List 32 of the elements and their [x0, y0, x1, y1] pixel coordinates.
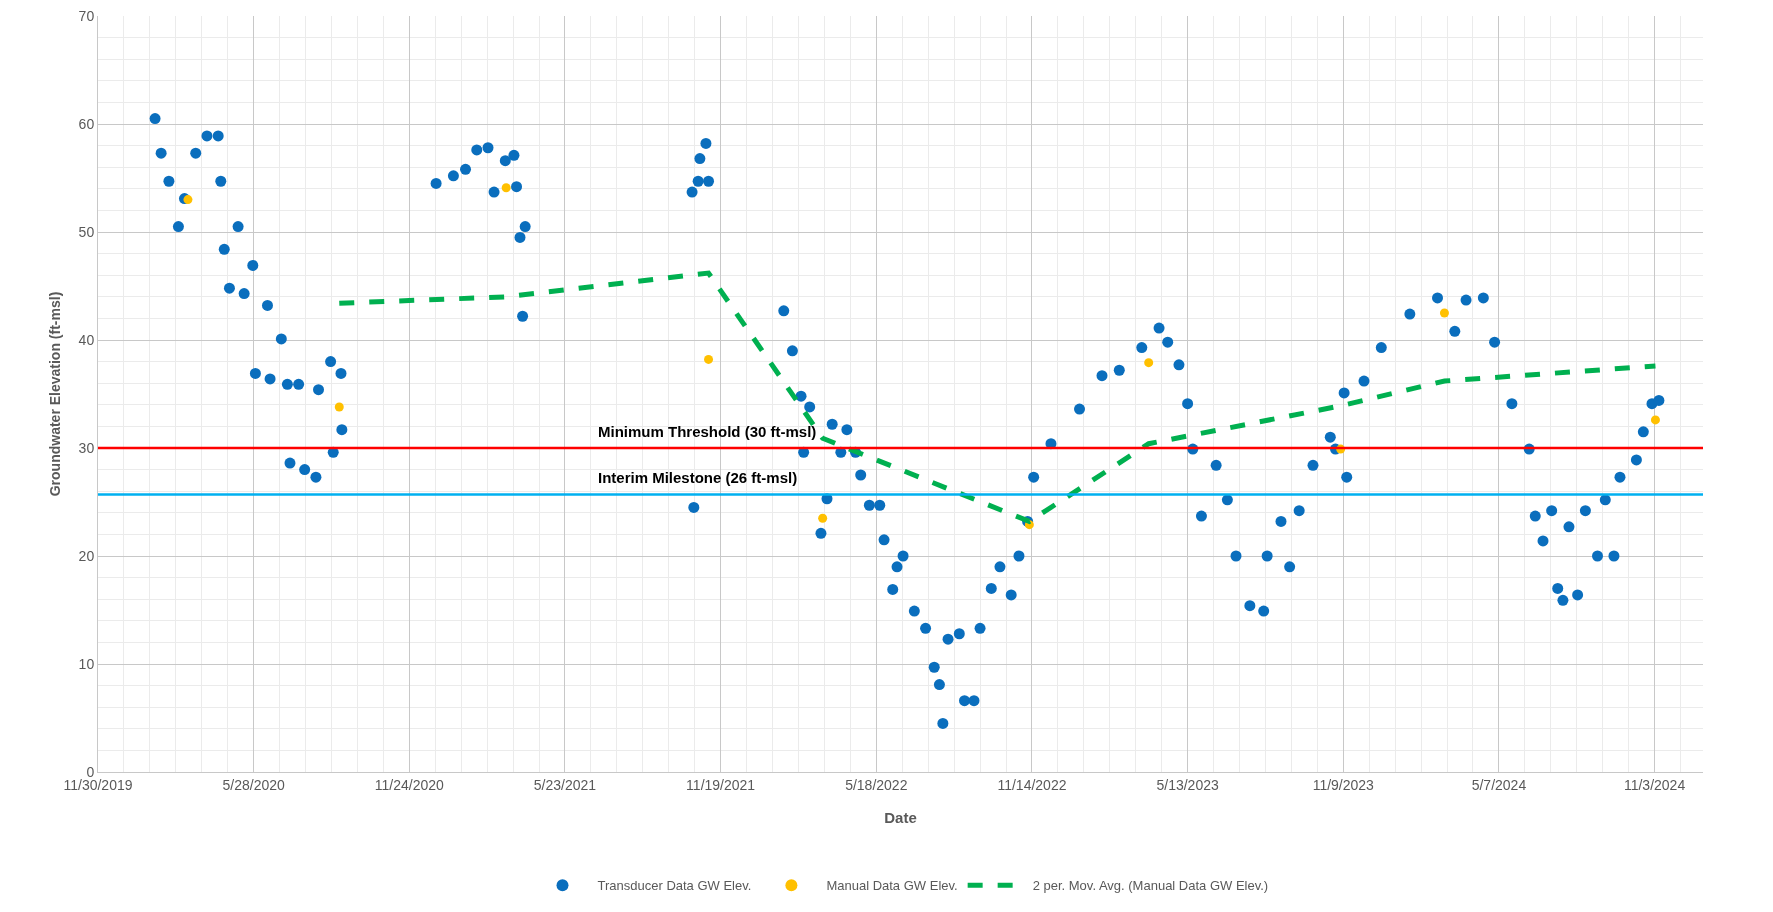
x-tick-label: 11/9/2023	[1312, 776, 1375, 793]
legend-label: Transducer Data GW Elev.	[597, 878, 752, 894]
point	[1144, 358, 1154, 368]
y-tick-label: 20	[78, 547, 95, 564]
y-tick-label: 60	[78, 115, 95, 132]
x-tick-label: 5/13/2023	[1156, 776, 1219, 793]
point	[1439, 308, 1449, 318]
point	[818, 513, 828, 523]
point	[334, 402, 344, 412]
x-tick-label: 11/14/2022	[997, 776, 1067, 793]
legend-label: Manual Data GW Elev.	[826, 878, 958, 894]
x-tick-label: 5/7/2024	[1471, 776, 1527, 793]
y-tick-label: 10	[78, 655, 95, 672]
y-tick-label: 40	[78, 331, 95, 348]
ref-line-label: Minimum Threshold (30 ft-msl)	[598, 423, 817, 440]
y-tick-label: 50	[78, 223, 95, 240]
x-tick-label: 11/3/2024	[1623, 776, 1686, 793]
y-axis-title: Groundwater Elevation (ft-msl)	[47, 291, 64, 497]
x-tick-label: 11/24/2020	[374, 776, 445, 793]
x-tick-label: 5/23/2021	[533, 776, 597, 793]
x-tick-label: 5/28/2020	[222, 776, 286, 793]
x-tick-label: 11/19/2021	[686, 776, 756, 793]
point	[183, 195, 193, 205]
x-tick-label: 5/18/2022	[845, 776, 908, 793]
point	[704, 354, 714, 364]
point	[1650, 415, 1660, 425]
point	[501, 183, 511, 193]
y-tick-label: 30	[78, 439, 95, 456]
legend-label: 2 per. Mov. Avg. (Manual Data GW Elev.)	[1032, 878, 1269, 894]
y-tick-label: 70	[78, 7, 95, 24]
x-axis-title: Date	[884, 808, 917, 826]
ref-line-label: Interim Milestone (26 ft-msl)	[598, 469, 798, 486]
